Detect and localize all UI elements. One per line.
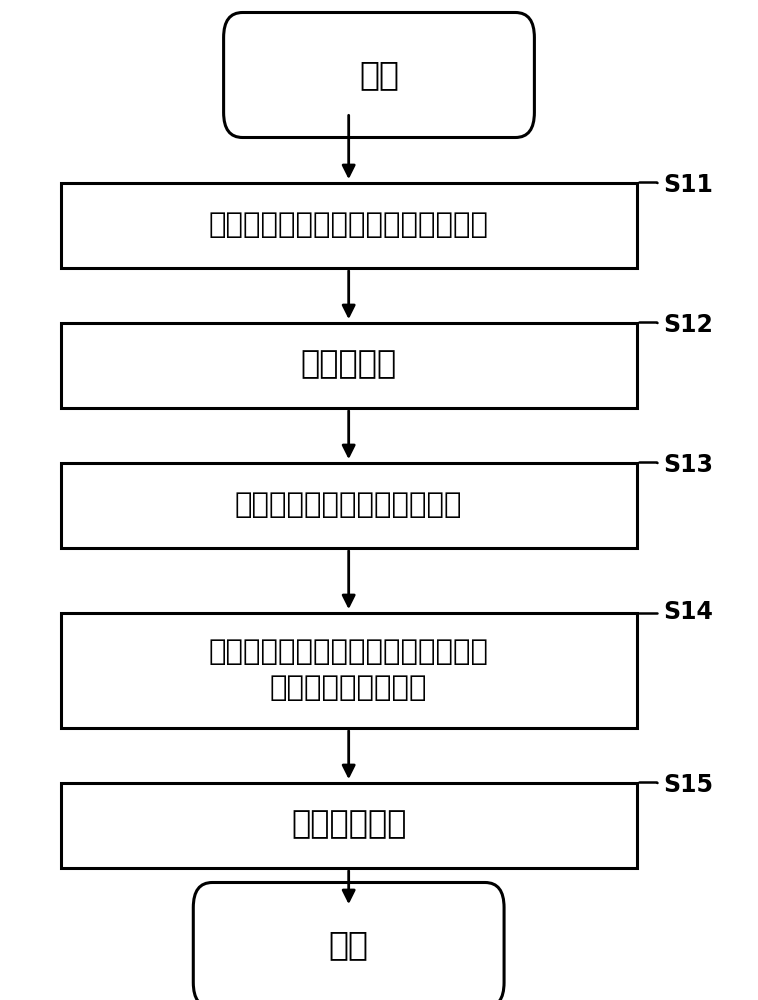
Text: 以栅金属为掩膜，对沟道区进行部分
刻蚀，蒸发金属薄膜: 以栅金属为掩膜，对沟道区进行部分 刻蚀，蒸发金属薄膜 (208, 638, 489, 702)
FancyBboxPatch shape (193, 882, 504, 1000)
FancyBboxPatch shape (61, 322, 637, 408)
Text: S13: S13 (663, 453, 713, 477)
Text: 以栅金属为掩膜，刻蚀栅介质: 以栅金属为掩膜，刻蚀栅介质 (235, 491, 462, 519)
Text: S12: S12 (663, 313, 713, 337)
Text: S14: S14 (663, 600, 713, 624)
Text: S11: S11 (663, 173, 713, 197)
Text: 栅电极形成: 栅电极形成 (301, 350, 396, 380)
FancyBboxPatch shape (61, 462, 637, 548)
FancyBboxPatch shape (61, 182, 637, 267)
Text: S15: S15 (663, 773, 713, 797)
Text: 结束: 结束 (329, 928, 368, 962)
FancyBboxPatch shape (61, 612, 637, 728)
FancyBboxPatch shape (224, 12, 534, 137)
Text: 开始: 开始 (359, 58, 399, 92)
Text: 源漏电极形成: 源漏电极形成 (291, 810, 406, 840)
Text: 在绝缘衬底上形成导电沟道，栅介质: 在绝缘衬底上形成导电沟道，栅介质 (208, 211, 489, 239)
FancyBboxPatch shape (61, 782, 637, 868)
